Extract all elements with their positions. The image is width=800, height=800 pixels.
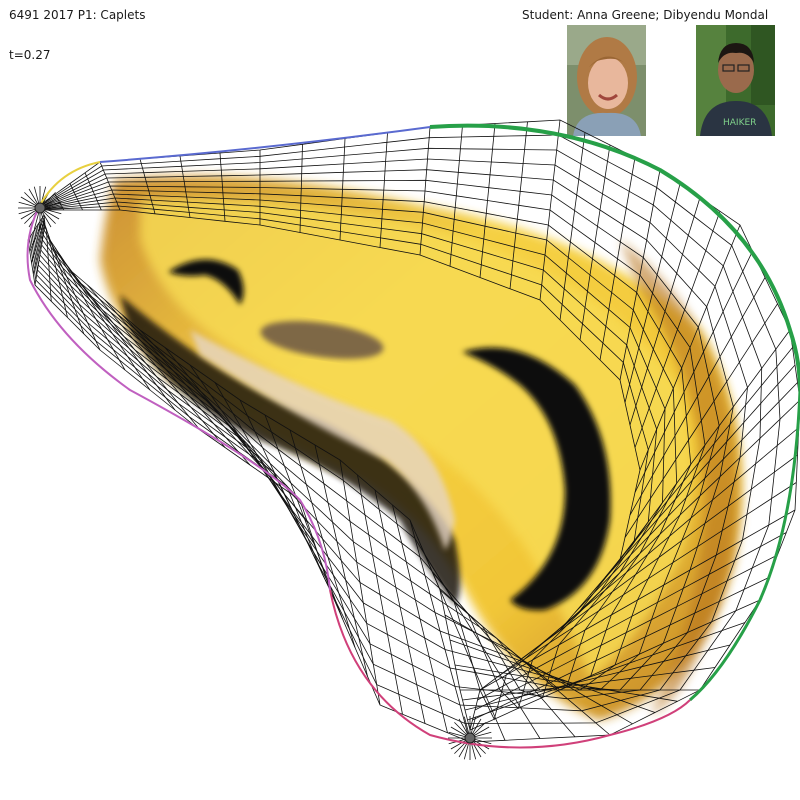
mesh-spoke-line xyxy=(54,194,65,211)
svg-text:HAIKER: HAIKER xyxy=(723,118,756,128)
mesh-spoke-line xyxy=(164,347,308,523)
mesh-spoke-line xyxy=(464,644,731,711)
mesh-spoke-line xyxy=(432,572,576,738)
student-credits: Student: Anna Greene; Dibyendu Mondal xyxy=(522,8,769,22)
mesh-spoke-line xyxy=(604,347,793,578)
caplet-boundary xyxy=(26,123,800,749)
mesh-spoke-line xyxy=(619,169,661,381)
mesh-spoke-line xyxy=(519,454,798,661)
mesh-spoke-line xyxy=(479,123,496,278)
mesh-spoke-line xyxy=(589,364,796,596)
mesh-spoke-line xyxy=(59,254,151,391)
mesh-spoke-line xyxy=(477,532,787,701)
mesh-spoke-line xyxy=(357,474,403,715)
mesh-spoke-line xyxy=(419,126,431,256)
mesh-spoke-line xyxy=(539,119,561,301)
boundary-arc-right xyxy=(689,389,800,702)
mesh-spoke-line xyxy=(559,132,586,321)
student-photo-anna xyxy=(567,25,646,136)
mesh-spoke-line xyxy=(64,262,176,411)
boundary-arc-blue xyxy=(99,126,431,163)
mesh-spoke-line xyxy=(69,269,201,431)
mesh-spoke-line xyxy=(179,155,191,218)
boundary-arc-green xyxy=(429,123,800,391)
pivot-bottom[interactable] xyxy=(464,732,476,744)
mesh-spoke-line xyxy=(139,158,156,214)
mesh-spoke-line xyxy=(84,172,102,211)
mesh-spoke-line xyxy=(299,144,303,233)
mesh-spoke-line xyxy=(462,667,716,701)
mesh-spoke-line xyxy=(34,224,46,286)
student-photo-dibyendu: HAIKER xyxy=(696,25,775,136)
mesh-spoke-line xyxy=(339,138,346,241)
mesh-spoke-line xyxy=(99,161,121,211)
smiley-texture xyxy=(100,175,743,721)
mesh-spoke-line xyxy=(379,132,388,248)
mesh-spoke-line xyxy=(479,509,796,691)
mesh-spoke-line xyxy=(559,399,800,631)
mesh-spoke-line xyxy=(454,664,678,702)
mesh-spoke-line xyxy=(474,554,778,711)
mesh-spoke-line xyxy=(444,614,633,725)
mesh-spoke-line xyxy=(634,211,721,448)
boundary-arc-pink xyxy=(329,589,691,749)
mesh-spoke-line xyxy=(48,236,85,334)
mesh-spoke-line xyxy=(579,144,611,341)
time-readout: t=0.27 xyxy=(9,48,51,62)
mesh-spoke-line xyxy=(54,247,126,371)
mesh-spoke-line xyxy=(624,183,681,403)
mesh-spoke-line xyxy=(639,224,741,471)
mesh-spoke-line xyxy=(314,444,368,677)
boundary-arc-left xyxy=(26,204,331,591)
mesh-spoke-line xyxy=(469,599,761,731)
mesh-spoke-line xyxy=(449,125,463,267)
mesh-spoke-line xyxy=(339,459,381,706)
mesh-spoke-line xyxy=(47,232,68,318)
mesh-spoke-line xyxy=(392,504,448,733)
mesh-spoke-line xyxy=(509,121,528,289)
mesh-spoke-line xyxy=(122,314,276,483)
mesh-spoke-line xyxy=(424,554,541,739)
mesh-spoke-line xyxy=(289,429,356,648)
mesh-spoke-line xyxy=(104,299,251,466)
mesh-spoke-line xyxy=(31,219,45,263)
mesh-spoke-line xyxy=(629,277,766,516)
mesh-spoke-line xyxy=(374,489,426,724)
mesh-spoke-line xyxy=(87,284,226,448)
mesh-spoke-line xyxy=(449,639,656,713)
mesh-spoke-line xyxy=(409,519,471,743)
mesh-spoke-line xyxy=(619,329,791,561)
mesh-spoke-line xyxy=(634,251,753,493)
mesh-spoke-line xyxy=(69,183,83,211)
mesh-spoke-line xyxy=(27,214,45,241)
pivot-top-left[interactable] xyxy=(34,202,46,214)
mesh-spoke-line xyxy=(539,427,800,646)
mesh-spoke-line xyxy=(574,382,798,613)
boundary-arc-yellow xyxy=(39,161,101,206)
mesh-spoke-line xyxy=(624,303,778,538)
mesh-spoke-line xyxy=(45,228,52,302)
mesh-spoke-line xyxy=(32,222,46,274)
mesh-spoke-line xyxy=(629,197,701,426)
mesh-spoke-line xyxy=(499,482,797,676)
mesh-spoke-line xyxy=(139,329,301,501)
mesh-spoke-line xyxy=(29,217,45,252)
mesh-spoke-line xyxy=(417,537,506,741)
mesh-spoke-line xyxy=(467,622,746,721)
mesh-spoke-line xyxy=(599,157,636,361)
mesh-spoke-line xyxy=(49,239,101,351)
app-title: 6491 2017 P1: Caplets xyxy=(9,8,146,22)
mesh-spoke-line xyxy=(219,152,226,222)
